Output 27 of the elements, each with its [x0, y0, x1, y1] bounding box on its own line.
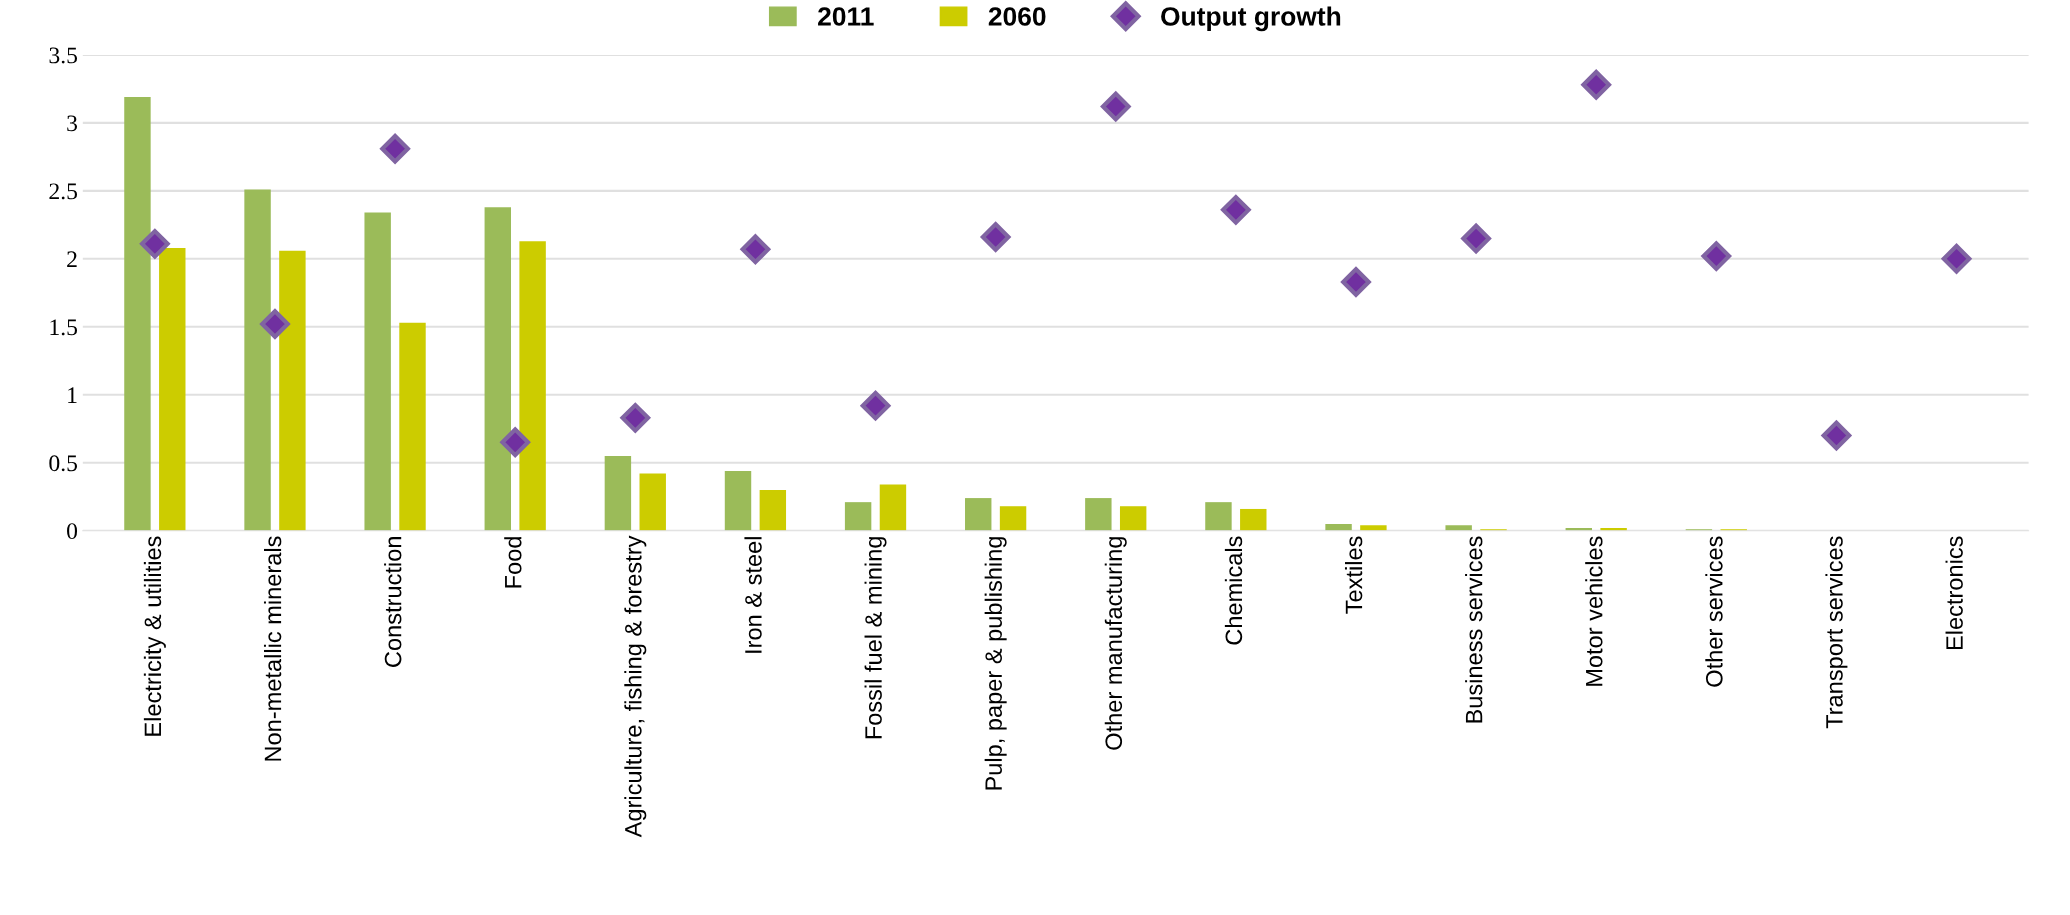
x-tick-label: Iron & steel	[744, 537, 762, 653]
y-tick-label: 3.5	[49, 47, 78, 64]
x-tick-label: Agriculture, fishing & forestry	[624, 535, 647, 838]
x-tick-label: Business services	[1465, 536, 1483, 723]
x-tick-label: Non-metallic minerals	[263, 536, 282, 761]
y-tick-label: 0.5	[49, 455, 78, 472]
y-tick-label: 0	[67, 523, 78, 540]
x-tick-label: Pulp, paper & publishing	[984, 537, 1007, 790]
y-tick-label: 2.5	[49, 183, 78, 200]
legend-label: 2060	[988, 7, 1046, 26]
y-tick-label: 3	[67, 115, 78, 132]
legend-label: Output growth	[1161, 6, 1341, 32]
x-tick-label: Textiles	[1344, 536, 1363, 614]
y-tick-label: 1	[68, 387, 77, 403]
x-tick-label: Construction	[384, 537, 402, 667]
x-tick-label: Electricity & utilities	[143, 536, 166, 736]
x-tick-label: Fossil fuel & mining	[864, 537, 887, 739]
x-tick-label: Transport services	[1825, 536, 1848, 729]
y-tick-label: 2	[67, 251, 77, 268]
x-tick-label: Other services	[1705, 536, 1723, 687]
legend-label: 2011	[818, 7, 874, 26]
x-tick-label: Chemicals	[1224, 536, 1243, 645]
x-tick-label: Other manufacturing	[1104, 537, 1127, 750]
y-tick-label: 1.5	[50, 319, 78, 336]
x-tick-label: Electronics	[1945, 536, 1963, 650]
x-tick-label: Food	[504, 537, 522, 588]
x-tick-label: Motor vehicles	[1585, 536, 1603, 686]
